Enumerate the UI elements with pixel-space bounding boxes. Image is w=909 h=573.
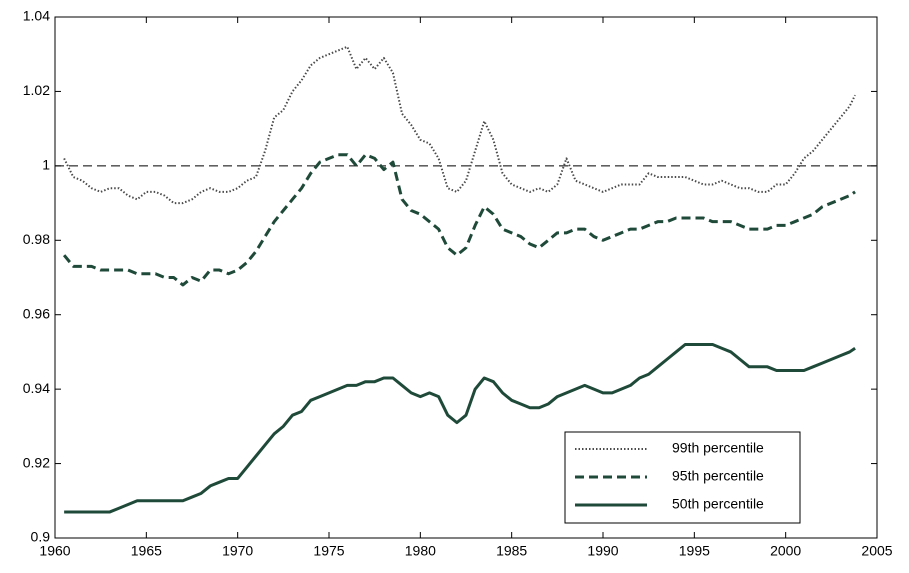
y-tick-label: 1.04 <box>23 8 50 24</box>
series-line <box>62 153 856 287</box>
x-tick-label: 1960 <box>39 543 70 559</box>
y-tick-label: 0.94 <box>23 380 50 396</box>
x-tick-label: 1985 <box>496 543 527 559</box>
x-tick-label: 2005 <box>861 543 892 559</box>
x-tick-label: 1975 <box>313 543 344 559</box>
legend-label: 95th percentile <box>672 468 764 484</box>
x-tick-label: 1980 <box>405 543 436 559</box>
plot-frame <box>54 16 878 539</box>
y-tick-label: 0.98 <box>23 231 50 247</box>
series-line <box>63 45 856 205</box>
y-tick-label: 0.92 <box>23 454 50 470</box>
x-tick-label: 1995 <box>679 543 710 559</box>
legend-label: 99th percentile <box>672 440 764 456</box>
y-tick-label: 1.02 <box>23 82 50 98</box>
y-tick-label: 0.9 <box>31 529 51 545</box>
legend-label: 50th percentile <box>672 496 764 512</box>
x-tick-label: 1965 <box>131 543 162 559</box>
series-line <box>64 342 856 514</box>
y-tick-label: 0.96 <box>23 305 50 321</box>
x-tick-label: 1990 <box>587 543 618 559</box>
x-tick-label: 1970 <box>222 543 253 559</box>
x-tick-label: 2000 <box>770 543 801 559</box>
y-tick-label: 1 <box>42 157 50 173</box>
